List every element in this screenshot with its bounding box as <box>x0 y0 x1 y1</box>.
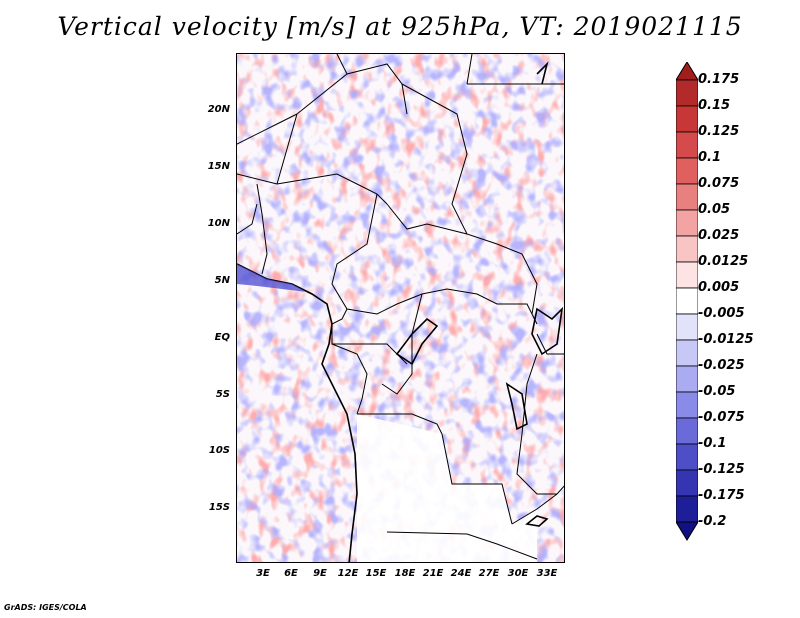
colorbar-segment <box>675 313 699 341</box>
colorbar-label: 0.1 <box>698 150 722 165</box>
lon-tick: 21E <box>422 568 444 579</box>
colorbar-label: -0.2 <box>698 514 727 529</box>
lat-tick: 10N <box>207 218 230 229</box>
lon-tick: 3E <box>256 568 270 579</box>
colorbar-label: 0.075 <box>698 176 740 191</box>
lon-tick: 27E <box>478 568 500 579</box>
lat-tick: 15S <box>208 502 230 513</box>
colorbar-label: -0.0125 <box>698 332 754 347</box>
colorbar-label: 0.0125 <box>698 254 749 269</box>
colorbar-segment <box>675 131 699 159</box>
colorbar-segment <box>675 235 699 263</box>
lon-tick: 24E <box>450 568 472 579</box>
lon-tick: 6E <box>284 568 298 579</box>
colorbar-label: -0.005 <box>698 306 745 321</box>
map-svg <box>237 54 564 562</box>
colorbar-label: -0.075 <box>698 410 745 425</box>
colorbar-label: -0.175 <box>698 488 745 503</box>
lat-tick: 15N <box>207 161 230 172</box>
lon-tick: 9E <box>313 568 327 579</box>
chart-title: Vertical velocity [m/s] at 925hPa, VT: 2… <box>57 12 743 41</box>
colorbar-label: -0.05 <box>698 384 736 399</box>
colorbar-segment <box>675 157 699 185</box>
colorbar-segment <box>675 443 699 471</box>
colorbar-label: 0.005 <box>698 280 740 295</box>
colorbar-label: -0.1 <box>698 436 727 451</box>
map-plot-area <box>236 53 565 563</box>
lat-tick: EQ <box>214 332 230 343</box>
lat-tick: 20N <box>207 104 230 115</box>
colorbar-segment <box>675 79 699 107</box>
colorbar-label: -0.025 <box>698 358 745 373</box>
lat-tick: 5N <box>214 275 230 286</box>
lon-tick: 18E <box>394 568 416 579</box>
country-borders <box>237 54 564 560</box>
gulf-downdraft <box>237 264 307 292</box>
lon-tick: 15E <box>365 568 387 579</box>
lat-tick: 5S <box>215 389 230 400</box>
coastline <box>237 61 564 562</box>
colorbar-segment <box>675 417 699 445</box>
colorbar-segment <box>675 209 699 237</box>
calm-region <box>357 414 537 562</box>
colorbar-label: 0.05 <box>698 202 731 217</box>
colorbar-label: 0.125 <box>698 124 740 139</box>
colorbar-label: 0.15 <box>698 98 731 113</box>
colorbar-segment <box>675 105 699 133</box>
colorbar-svg <box>675 61 699 541</box>
credit-text: GrADS: IGES/COLA <box>4 603 87 612</box>
lat-tick: 10S <box>208 445 230 456</box>
colorbar-segment <box>675 495 699 523</box>
colorbar-segment <box>675 339 699 367</box>
colorbar-segment <box>675 287 699 315</box>
colorbar-segment <box>675 469 699 497</box>
colorbar-label: 0.025 <box>698 228 740 243</box>
colorbar-min-arrow <box>675 521 699 541</box>
colorbar-segment <box>675 365 699 393</box>
lon-tick: 12E <box>337 568 359 579</box>
colorbar-label: 0.175 <box>698 72 740 87</box>
colorbar-max-arrow <box>675 61 699 81</box>
colorbar-segment <box>675 183 699 211</box>
colorbar-label: -0.125 <box>698 462 745 477</box>
lon-tick: 30E <box>507 568 529 579</box>
colorbar-segment <box>675 391 699 419</box>
colorbar <box>675 61 699 562</box>
colorbar-segment <box>675 261 699 289</box>
lon-tick: 33E <box>536 568 558 579</box>
